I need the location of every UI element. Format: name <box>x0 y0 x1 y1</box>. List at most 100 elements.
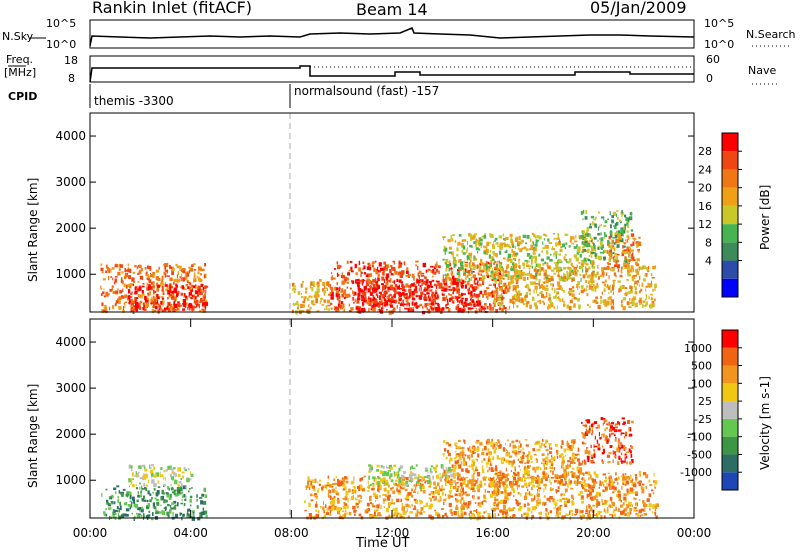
echo-cell <box>614 234 618 239</box>
echo-cell <box>630 211 632 216</box>
echo-cell <box>342 514 344 518</box>
echo-cell <box>636 305 638 307</box>
echo-cell <box>589 236 592 240</box>
echo-cell <box>330 276 334 281</box>
echo-cell <box>550 488 552 491</box>
echo-cell <box>153 291 157 293</box>
echo-cell <box>335 476 338 478</box>
echo-cell <box>626 301 630 306</box>
echo-cell <box>372 261 375 264</box>
echo-cell <box>592 514 594 519</box>
echo-cell <box>171 477 174 481</box>
echo-cell <box>479 442 483 446</box>
echo-cell <box>475 247 479 251</box>
echo-cell <box>602 256 606 260</box>
echo-cell <box>368 484 371 489</box>
echo-cell <box>481 515 485 519</box>
echo-cell <box>378 503 380 508</box>
echo-cell <box>566 271 568 273</box>
echo-cell <box>101 302 104 307</box>
echo-cell <box>127 268 131 273</box>
echo-cell <box>453 257 456 261</box>
echo-cell <box>409 292 411 296</box>
echo-cell <box>151 497 153 500</box>
echo-cell <box>370 291 373 296</box>
echo-cell <box>586 483 590 487</box>
echo-cell <box>541 250 543 253</box>
echo-cell <box>576 475 578 480</box>
echo-cell <box>406 296 410 300</box>
echo-cell <box>392 287 396 290</box>
echo-cell <box>192 307 194 311</box>
echo-cell <box>151 476 153 478</box>
echo-cell <box>346 281 349 284</box>
echo-cell <box>415 302 418 306</box>
echo-cell <box>486 463 488 468</box>
echo-cell <box>422 280 427 285</box>
echo-cell <box>297 303 300 307</box>
echo-cell <box>536 458 538 463</box>
echo-cell <box>396 514 398 519</box>
echo-cell <box>160 300 163 305</box>
echo-cell <box>116 509 119 513</box>
echo-cell <box>446 302 449 306</box>
echo-cell <box>203 274 206 279</box>
echo-cell <box>177 502 179 507</box>
echo-cell <box>456 481 459 484</box>
echo-cell <box>328 483 332 488</box>
echo-cell <box>497 513 500 516</box>
echo-cell <box>583 514 585 518</box>
echo-cell <box>535 477 537 479</box>
echo-cell <box>457 485 460 488</box>
echo-cell <box>155 492 159 497</box>
freq-unit-label: [MHz] <box>4 66 37 79</box>
echo-cell <box>539 270 541 273</box>
echo-cell <box>178 488 181 491</box>
echo-cell <box>452 234 455 236</box>
echo-cell <box>135 301 139 306</box>
echo-cell <box>586 227 589 232</box>
echo-cell <box>482 469 485 474</box>
echo-cell <box>461 450 465 455</box>
echo-cell <box>512 258 516 260</box>
echo-cell <box>377 294 379 298</box>
echo-cell <box>457 439 461 443</box>
echo-cell <box>593 495 597 500</box>
echo-cell <box>128 289 131 294</box>
echo-cell <box>161 279 164 283</box>
echo-cell <box>343 487 346 490</box>
echo-cell <box>582 481 586 484</box>
echo-cell <box>587 303 589 306</box>
echo-cell <box>505 459 509 463</box>
echo-cell <box>347 272 350 276</box>
echo-cell <box>399 465 404 469</box>
echo-cell <box>510 278 513 283</box>
echo-cell <box>343 480 345 485</box>
echo-cell <box>366 280 368 283</box>
echo-cell <box>377 488 380 491</box>
echo-cell <box>440 464 444 469</box>
echo-cell <box>549 294 551 297</box>
echo-cell <box>611 501 615 506</box>
echo-cell <box>533 249 535 253</box>
echo-cell <box>346 286 348 289</box>
echo-cell <box>429 281 432 284</box>
echo-cell <box>120 504 122 507</box>
echo-cell <box>305 291 308 294</box>
echo-cell <box>485 248 489 253</box>
echo-cell <box>593 509 595 513</box>
echo-cell <box>490 508 493 511</box>
echo-cell <box>519 265 521 269</box>
echo-cell <box>517 453 520 455</box>
echo-cell <box>131 501 133 504</box>
echo-cell <box>593 471 597 475</box>
echo-cell <box>590 260 594 265</box>
echo-cell <box>407 515 410 519</box>
echo-cell <box>530 244 534 249</box>
echo-cell <box>545 448 549 452</box>
echo-cell <box>161 275 164 280</box>
echo-cell <box>462 293 466 295</box>
echo-cell <box>592 509 594 513</box>
echo-cell <box>484 303 487 306</box>
echo-cell <box>534 285 538 290</box>
